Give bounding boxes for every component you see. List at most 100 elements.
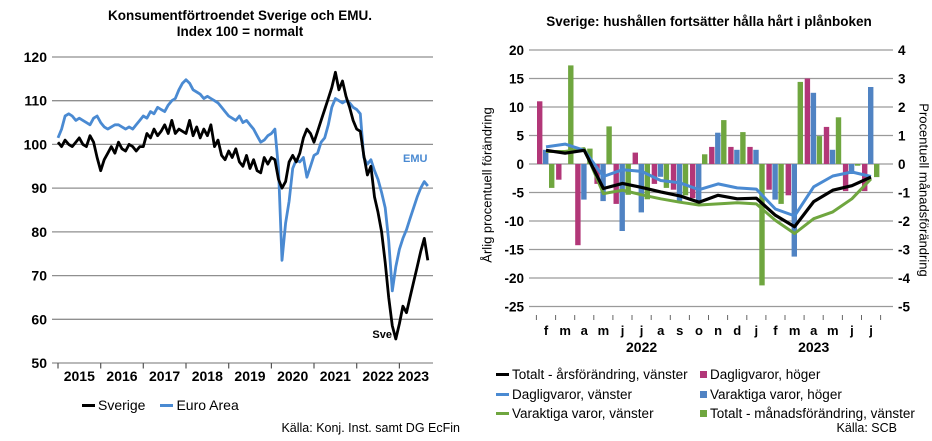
sverige-line bbox=[56, 70, 430, 341]
bar bbox=[568, 65, 574, 164]
x-year-label: 2018 bbox=[192, 368, 223, 384]
bar bbox=[740, 132, 746, 164]
y-tick-label: 60 bbox=[31, 311, 47, 327]
legend-label: Dagligvaror, vänster bbox=[512, 386, 633, 402]
month-label: j bbox=[620, 323, 625, 338]
bar bbox=[791, 164, 797, 257]
legend-item-col2-0: Dagligvaror, höger bbox=[700, 367, 915, 382]
right-chart-panel: 20 15 10 5 0 -5 -10 -15 -20 -25 4 3 2 1 0 -1 -2 -3 -4 -5 f m a… bbox=[466, 0, 932, 441]
legend-label: Totalt - årsförändring, vänster bbox=[512, 367, 688, 382]
left-axis-tick-label: -5 bbox=[512, 185, 524, 200]
left-axis-tick-label: -25 bbox=[504, 299, 524, 314]
x-year-label: 2022 bbox=[362, 368, 393, 384]
y-tick-label: 100 bbox=[24, 136, 48, 152]
legend-item-col1-2: Varaktiga varor, vänster bbox=[496, 406, 700, 421]
x-year-label: 2015 bbox=[64, 368, 95, 384]
bar bbox=[682, 164, 689, 196]
bars-2 bbox=[549, 65, 880, 286]
bar bbox=[728, 146, 734, 164]
bar bbox=[663, 164, 670, 188]
left-chart-panel: 120 110 100 90 80 70 60 50 2015 2016 2017 2018 2019 2… bbox=[24, 8, 460, 435]
bar bbox=[829, 149, 836, 165]
y-tick-label: 120 bbox=[24, 49, 48, 65]
bar bbox=[702, 154, 708, 164]
bar bbox=[797, 81, 803, 164]
bar bbox=[606, 126, 612, 164]
left-axis-tick-label: 15 bbox=[509, 71, 525, 86]
left-axis-tick-label: -15 bbox=[504, 242, 524, 257]
bar bbox=[696, 164, 702, 204]
bar bbox=[543, 149, 549, 165]
right-chart-legend: Totalt - årsförändring, vänster Dagligvar… bbox=[496, 367, 915, 421]
bar bbox=[581, 164, 587, 200]
bar bbox=[709, 146, 715, 164]
legend-label: Totalt - månadsförändring, vänster bbox=[710, 406, 915, 421]
legend-item-col2-1: Varaktiga varor, höger bbox=[700, 387, 915, 402]
sverige-line-swatch bbox=[82, 403, 95, 407]
bar bbox=[868, 87, 874, 164]
bar bbox=[785, 164, 791, 196]
legend-item-col1-1: Dagligvaror, vänster bbox=[496, 387, 700, 402]
left-axis-tick-label: 0 bbox=[516, 157, 524, 172]
bar bbox=[753, 149, 759, 165]
bar bbox=[778, 164, 784, 204]
left-chart-plot: 120 110 100 90 80 70 60 50 2015 2016 2017 2018 2019 2… bbox=[24, 49, 433, 384]
legend-item-col1-0: Totalt - årsförändring, vänster bbox=[496, 367, 700, 382]
right-axis-tick-label: -5 bbox=[898, 299, 910, 314]
y-tick-label: 50 bbox=[31, 355, 47, 371]
left-axis-tick-label: -10 bbox=[504, 214, 524, 229]
emu-annotation: EMU bbox=[403, 153, 428, 165]
left-chart-title-line2: Index 100 = normalt bbox=[176, 24, 304, 39]
bar bbox=[632, 152, 638, 164]
bar bbox=[619, 164, 625, 231]
bar bbox=[874, 164, 880, 178]
bar bbox=[721, 120, 727, 164]
line-swatch bbox=[496, 412, 509, 415]
bar bbox=[670, 164, 677, 190]
legend-label: Varaktiga varor, vänster bbox=[512, 406, 654, 421]
right-chart-left-axis-title: Årlig procentuell förändring bbox=[479, 107, 495, 263]
month-label: m bbox=[789, 323, 801, 338]
bar bbox=[549, 164, 555, 188]
right-axis-tick-label: 2 bbox=[898, 100, 906, 115]
euro-area-line-swatch bbox=[160, 403, 174, 407]
bar bbox=[835, 117, 842, 164]
x-year-label: 2023 bbox=[798, 339, 829, 355]
bar bbox=[556, 164, 562, 180]
bar bbox=[772, 164, 778, 200]
month-label: j bbox=[849, 323, 854, 338]
right-axis-tick-label: 3 bbox=[898, 71, 906, 86]
left-chart-title-line1: Konsumentförtroendet Sverige och EMU. bbox=[107, 8, 373, 23]
month-label: m bbox=[559, 323, 571, 338]
square-swatch bbox=[700, 410, 707, 417]
right-axis-tick-label: 1 bbox=[898, 128, 906, 143]
bar bbox=[657, 164, 664, 177]
bar bbox=[842, 164, 849, 192]
y-tick-label: 80 bbox=[31, 224, 47, 240]
bar bbox=[823, 126, 830, 164]
month-label: f bbox=[773, 323, 778, 338]
left-grid bbox=[52, 56, 433, 364]
legend-item-sverige: Sverige bbox=[82, 397, 145, 413]
left-chart-source: Källa: Konj. Inst. samt DG EcFin bbox=[281, 421, 460, 435]
dagligvaror-line bbox=[545, 142, 872, 218]
month-label: a bbox=[657, 323, 665, 338]
month-label: n bbox=[714, 323, 722, 338]
legend-item-euro-area: Euro Area bbox=[160, 397, 239, 413]
legend-label-euro-area: Euro Area bbox=[176, 397, 239, 413]
bar bbox=[625, 164, 631, 195]
bar bbox=[747, 146, 753, 164]
left-axis-tick-label: 10 bbox=[509, 100, 524, 115]
sve-annotation: Sve bbox=[372, 329, 392, 341]
bar bbox=[854, 164, 861, 166]
bar bbox=[766, 164, 772, 190]
y-tick-label: 90 bbox=[31, 180, 47, 196]
bar bbox=[759, 164, 765, 286]
legend-label-sverige: Sverige bbox=[98, 397, 146, 413]
month-label: f bbox=[544, 323, 549, 338]
bar bbox=[804, 78, 811, 164]
x-year-label: 2022 bbox=[626, 339, 657, 355]
right-chart-right-axis-title: Procentuell månadsförändring bbox=[916, 103, 932, 277]
